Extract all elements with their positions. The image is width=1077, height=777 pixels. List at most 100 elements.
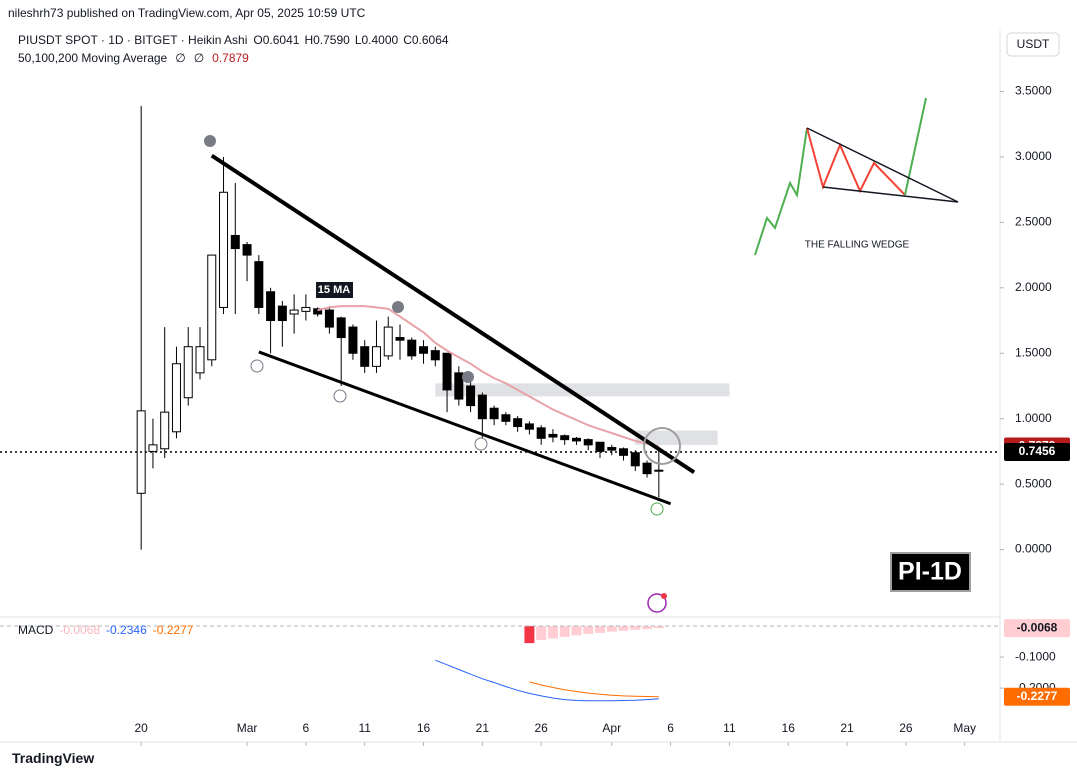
- candle-body: [336, 317, 346, 339]
- ma-legend-value: 0.7879: [212, 51, 249, 65]
- y-tick-label: 2.5000: [1015, 215, 1052, 229]
- candle-body: [466, 385, 476, 407]
- candle-body: [430, 350, 440, 361]
- macd-histogram-bar: [524, 626, 535, 644]
- indicator-empty: ∅: [194, 51, 204, 65]
- candle-body: [654, 469, 664, 472]
- x-tick-label: May: [953, 721, 976, 735]
- candle-body: [501, 414, 511, 422]
- candle-body: [630, 452, 640, 467]
- y-tick-label: 0.0000: [1015, 542, 1052, 556]
- x-tick-label: 16: [417, 721, 431, 735]
- y-tick-label: 3.0000: [1015, 149, 1052, 163]
- candle-body: [219, 191, 229, 308]
- symbol-legend: PIUSDT SPOT · 1D · BITGET · Heikin Ashi O…: [18, 33, 449, 47]
- candle-body: [171, 363, 181, 433]
- alert-icon[interactable]: [647, 593, 667, 613]
- y-tick-label: -0.1000: [1015, 649, 1056, 663]
- macd-hist-tag: -0.0068: [1017, 620, 1058, 634]
- macd-hist-tag-box: [1004, 619, 1070, 638]
- candle-body: [242, 244, 252, 256]
- macd-histogram-bar: [547, 626, 558, 639]
- candle-body: [642, 462, 652, 475]
- candle-body: [301, 306, 311, 312]
- candle-body: [571, 437, 581, 442]
- candle-body: [360, 346, 370, 367]
- y-tick-label: 1.0000: [1015, 411, 1052, 425]
- down-arrow-marker: [204, 135, 216, 147]
- candle-body: [395, 337, 405, 341]
- x-tick-label: Mar: [237, 721, 258, 735]
- inset-upper-line: [806, 127, 959, 203]
- arrow-markers: [204, 135, 681, 516]
- ma-label: 15 MA: [318, 284, 350, 296]
- watermark-box: [890, 552, 971, 592]
- currency-box[interactable]: [1006, 32, 1060, 57]
- y-tick-label: 1.5000: [1015, 345, 1052, 359]
- y-tick-label: 3.5000: [1015, 84, 1052, 98]
- candle-body: [160, 411, 170, 450]
- macd-histogram-bar: [583, 626, 594, 634]
- moving-average-line: [317, 305, 660, 448]
- candle-body: [560, 435, 570, 441]
- plot-layer: [0, 105, 1000, 702]
- candle-body: [195, 346, 205, 374]
- macd-signal-value: -0.2277: [153, 623, 194, 637]
- candle-body: [619, 448, 629, 456]
- candle-body: [289, 309, 299, 315]
- candle-body: [207, 254, 217, 361]
- inset-wedge-zigzag: [806, 127, 906, 196]
- up-arrow-marker: [333, 389, 347, 403]
- y-tick-label: 2.0000: [1015, 280, 1052, 294]
- macd-line: [435, 659, 659, 702]
- publisher-line: nileshrh73 published on TradingView.com,…: [8, 6, 366, 20]
- up-arrow-marker: [250, 359, 264, 373]
- brand-logo[interactable]: TradingView: [12, 750, 94, 766]
- candle-body: [513, 418, 523, 428]
- candle-body: [324, 309, 334, 328]
- ohlc-close: C0.6064: [403, 33, 449, 47]
- brand-name[interactable]: TradingView: [12, 750, 94, 766]
- inset-title: THE FALLING WEDGE: [805, 240, 910, 251]
- macd-line: [529, 681, 659, 698]
- indicator-empty: ∅: [175, 51, 185, 65]
- ohlc-open: O0.6041: [253, 33, 299, 47]
- candle-body: [277, 305, 287, 322]
- inset-breakout: [904, 97, 927, 196]
- candle-body: [548, 433, 558, 438]
- ma-label-box: [316, 282, 353, 298]
- up-arrow-marker: [474, 437, 488, 451]
- x-tick-label: 16: [782, 721, 796, 735]
- alert-dot: [661, 593, 667, 599]
- x-tick-label: 21: [476, 721, 490, 735]
- macd-histogram-bar: [571, 626, 582, 636]
- candle-body: [607, 446, 617, 451]
- zone: [435, 383, 730, 397]
- x-tick-label: 6: [667, 721, 674, 735]
- x-tick-label: 6: [303, 721, 310, 735]
- macd-histogram-bar: [618, 626, 629, 631]
- x-tick-label: 26: [899, 721, 913, 735]
- candle-body: [148, 444, 158, 452]
- candle-body: [371, 346, 381, 367]
- candle-body: [254, 261, 264, 308]
- last-price-tag-box: [1004, 442, 1070, 461]
- candle-body: [183, 346, 193, 399]
- x-tick-label: 21: [840, 721, 854, 735]
- inset-lower-line: [822, 186, 959, 203]
- down-arrow-marker: [392, 301, 404, 313]
- macd-histogram-bar: [559, 626, 570, 637]
- trendline: [210, 153, 696, 475]
- candle-body: [230, 234, 240, 250]
- ohlc-low: L0.4000: [355, 33, 399, 47]
- candle-body: [266, 291, 276, 322]
- last-price-tag: 0.7456: [1019, 444, 1056, 458]
- indicator-legend: 50,100,200 Moving Average ∅ ∅ 0.7879: [18, 51, 249, 65]
- zone: [635, 430, 718, 445]
- currency-label[interactable]: USDT: [1017, 37, 1050, 51]
- candle-body: [536, 427, 546, 439]
- indicator-label: 50,100,200 Moving Average: [18, 51, 168, 65]
- candle-body: [313, 308, 323, 315]
- candle-body: [442, 352, 452, 391]
